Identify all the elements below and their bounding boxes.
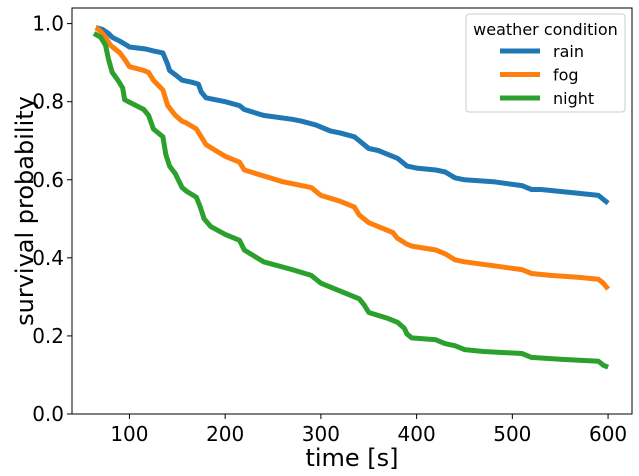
- x-axis-label: time [s]: [305, 444, 398, 472]
- x-tick-label: 300: [302, 422, 340, 446]
- legend-label-rain: rain: [553, 42, 584, 61]
- series-line-night: [92, 31, 610, 370]
- legend-box: [465, 13, 626, 113]
- legend-label-night: night: [553, 89, 594, 108]
- y-tick-label: 1.0: [32, 12, 64, 36]
- x-tick-label: 500: [493, 422, 531, 446]
- legend-entries: rain fog night: [500, 42, 594, 108]
- legend-title: weather condition: [473, 20, 618, 39]
- y-axis-ticks: 0.0 0.2 0.4 0.6 0.8 1.0: [32, 12, 72, 426]
- x-tick-label: 400: [398, 422, 436, 446]
- x-tick-label: 100: [110, 422, 148, 446]
- x-axis-ticks: 100 200 300 400 500 600: [110, 414, 627, 446]
- series-line-rain: [95, 25, 610, 206]
- series-line-fog: [94, 25, 611, 291]
- y-tick-label: 0.6: [32, 168, 64, 192]
- x-tick-label: 600: [589, 422, 627, 446]
- plot-area: [71, 7, 633, 415]
- legend-label-fog: fog: [553, 66, 579, 85]
- axes-frame: [71, 7, 633, 415]
- y-tick-label: 0.0: [32, 402, 64, 426]
- y-axis-label: survival probability: [11, 96, 39, 326]
- x-tick-label: 200: [206, 422, 244, 446]
- y-tick-label: 0.4: [32, 246, 64, 270]
- legend: weather condition rain fog night: [465, 13, 626, 113]
- y-tick-label: 0.2: [32, 324, 64, 348]
- series-layer: [92, 25, 611, 370]
- y-tick-label: 0.8: [32, 90, 64, 114]
